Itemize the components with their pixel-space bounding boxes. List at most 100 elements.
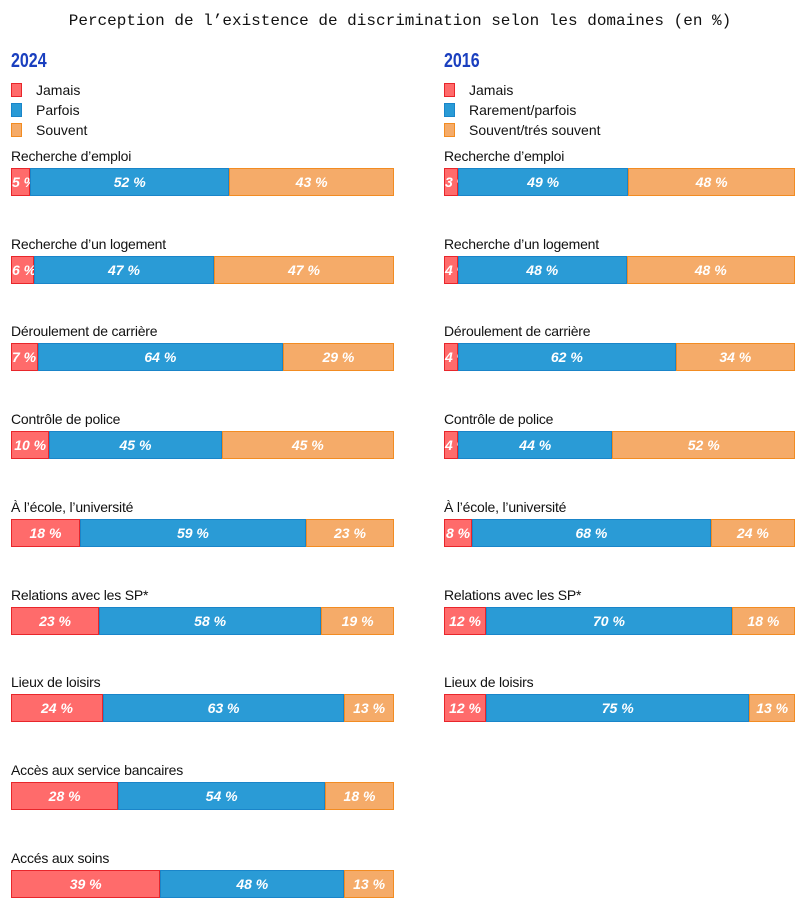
bar-segment-jamais: 12 % xyxy=(444,606,487,635)
stacked-bar: 4 %62 %34 % xyxy=(444,343,795,372)
category-label: Recherche d’emploi xyxy=(444,148,565,164)
category-row: Accès aux service bancaires 28 % 54 % 18 % xyxy=(11,762,394,810)
category-row: Contrôle de police 4 %44 %52 % xyxy=(444,411,795,460)
bar-segment-jamais: 4 % xyxy=(444,343,469,372)
bar-segment-jamais: 10 % xyxy=(11,431,50,460)
bar-segment-souvent: 48 % xyxy=(626,255,795,284)
legend-swatch-souvent xyxy=(444,123,455,137)
bar-segment-jamais: 3 % xyxy=(444,168,469,196)
bar-segment-parfois: 62 % xyxy=(458,343,676,372)
legend-item-souvent: Souvent xyxy=(11,120,394,140)
bar-segment-parfois: 44 % xyxy=(458,431,613,460)
legend: Jamais Parfois Souvent xyxy=(11,80,394,140)
category-label: À l’école, l’université xyxy=(444,498,567,515)
category-label: Accés aux soins xyxy=(11,849,110,866)
bar-segment-jamais: 39 % xyxy=(11,869,161,898)
category-row: Recherche d’emploi 5 % 52 % 43 % xyxy=(11,148,394,196)
bar-segment-parfois: 70 % xyxy=(486,606,732,635)
legend-label: Rarement/parfois xyxy=(469,102,577,118)
category-label: Déroulement de carrière xyxy=(11,323,158,340)
bar-segment-souvent: 18 % xyxy=(325,781,394,810)
stacked-bar: 39 % 48 % 13 % xyxy=(11,869,394,898)
bar-segment-parfois: 48 % xyxy=(160,869,345,898)
bar-segment-jamais: 28 % xyxy=(11,781,119,810)
bar-segment-parfois: 47 % xyxy=(33,255,214,284)
legend-label: Souvent xyxy=(36,122,88,138)
category-label: Recherche d’un logement xyxy=(444,235,599,252)
bar-segment-souvent: 13 % xyxy=(344,694,394,723)
category-row: Relations avec les SP* 23 % 58 % 19 % xyxy=(11,587,394,635)
stacked-bar: 8 % 68 % 24 % xyxy=(444,518,795,547)
bar-segment-jamais: 7 % xyxy=(11,343,38,372)
legend-item-souvent: Souvent/trés souvent xyxy=(444,120,795,140)
bar-segment-parfois: 54 % xyxy=(118,781,326,810)
bar-segment-souvent: 45 % xyxy=(221,431,394,460)
stacked-bar: 10 % 45 % 45 % xyxy=(11,431,394,460)
stacked-bar: 12 % 75 % 13 % xyxy=(444,694,795,723)
bar-segment-souvent: 43 % xyxy=(229,168,394,196)
category-row: À l’école, l’université 18 % 59 % 23 % xyxy=(11,499,394,547)
category-label: Lieux de loisirs xyxy=(444,674,534,691)
category-label: Relations avec les SP* xyxy=(444,586,582,603)
legend-item-parfois: Parfois xyxy=(11,100,394,120)
bar-segment-parfois: 45 % xyxy=(49,431,222,460)
bar-segment-souvent: 47 % xyxy=(213,255,394,284)
category-label: Contrôle de police xyxy=(444,411,554,428)
stacked-bar: 7 % 64 % 29 % xyxy=(11,343,394,372)
bar-segment-souvent: 19 % xyxy=(321,606,394,635)
bar-segment-parfois: 49 % xyxy=(458,168,629,196)
bar-segment-souvent: 24 % xyxy=(710,518,795,547)
legend-item-parfois: Rarement/parfois xyxy=(444,100,795,120)
stacked-bar: 18 % 59 % 23 % xyxy=(11,518,394,547)
bar-segment-jamais: 24 % xyxy=(11,694,103,723)
stacked-bar: 3 %49 %48 % xyxy=(444,168,795,196)
category-row: À l’école, l’université 8 % 68 % 24 % xyxy=(444,499,795,547)
category-row: Lieux de loisirs 24 % 63 % 13 % xyxy=(11,674,394,723)
stacked-bar: 6 % 47 % 47 % xyxy=(11,255,394,284)
legend-label: Jamais xyxy=(36,82,81,98)
bar-segment-parfois: 63 % xyxy=(102,694,345,723)
bar-segment-parfois: 68 % xyxy=(472,518,711,547)
stacked-bar: 4 %48 %48 % xyxy=(444,255,795,284)
category-label: Accès aux service bancaires xyxy=(11,761,184,778)
bar-segment-souvent: 52 % xyxy=(612,431,795,460)
bar-segment-jamais: 23 % xyxy=(11,606,100,635)
legend-label: Jamais xyxy=(469,82,514,98)
category-row: Déroulement de carrière 4 %62 %34 % xyxy=(444,323,795,372)
bar-segment-jamais: 5 % xyxy=(11,168,36,196)
category-label: Relations avec les SP* xyxy=(11,586,149,603)
bar-segment-jamais: 6 % xyxy=(11,255,36,284)
stacked-bar: 23 % 58 % 19 % xyxy=(11,606,394,635)
legend-swatch-parfois xyxy=(444,103,455,117)
category-label: Lieux de loisirs xyxy=(11,674,101,691)
stacked-bar: 4 %44 %52 % xyxy=(444,431,795,460)
year-label: 2024 xyxy=(11,50,47,72)
bar-segment-parfois: 75 % xyxy=(486,694,750,723)
legend-swatch-jamais xyxy=(444,83,455,97)
bar-segment-parfois: 59 % xyxy=(79,518,306,547)
bar-segment-jamais: 8 % xyxy=(444,518,473,547)
bar-segment-parfois: 58 % xyxy=(99,606,322,635)
bar-segment-souvent: 13 % xyxy=(344,869,394,898)
chart-title: Perception de l’existence de discriminat… xyxy=(68,12,732,30)
bar-segment-jamais: 4 % xyxy=(444,431,469,460)
bar-segment-souvent: 13 % xyxy=(749,694,795,723)
stacked-bar: 5 % 52 % 43 % xyxy=(11,168,394,196)
category-row: Lieux de loisirs 12 % 75 % 13 % xyxy=(444,674,795,723)
legend: Jamais Rarement/parfois Souvent/trés souve… xyxy=(444,80,795,140)
bar-segment-souvent: 18 % xyxy=(731,606,795,635)
bar-segment-souvent: 48 % xyxy=(628,168,795,196)
bar-segment-souvent: 34 % xyxy=(675,343,795,372)
legend-swatch-jamais xyxy=(11,83,22,97)
category-row: Relations avec les SP* 12 % 70 % 18 % xyxy=(444,587,795,635)
bar-segment-souvent: 23 % xyxy=(305,518,394,547)
bar-segment-souvent: 29 % xyxy=(282,343,394,372)
category-label: À l’école, l’université xyxy=(11,498,134,515)
category-label: Contrôle de police xyxy=(11,411,121,428)
category-label: Recherche d’un logement xyxy=(11,235,166,252)
legend-label: Souvent/trés souvent xyxy=(469,122,601,138)
stacked-bar: 28 % 54 % 18 % xyxy=(11,781,394,810)
legend-item-jamais: Jamais xyxy=(444,80,795,100)
stacked-bar: 24 % 63 % 13 % xyxy=(11,694,394,723)
legend-label: Parfois xyxy=(36,102,80,118)
